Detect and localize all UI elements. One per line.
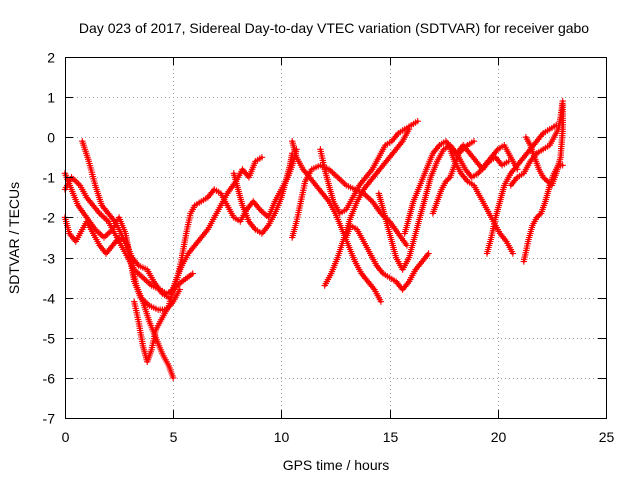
- data-point-marker: [542, 176, 550, 184]
- y-tick-label: 1: [47, 90, 55, 106]
- x-tick-label: 0: [62, 429, 70, 445]
- data-point-marker: [509, 250, 517, 257]
- data-point-marker: [455, 150, 462, 157]
- y-tick-label: -7: [43, 411, 56, 427]
- data-point-marker: [445, 175, 452, 182]
- data-point-marker: [460, 146, 467, 153]
- series-track-10: [317, 118, 421, 217]
- y-tick-label: -6: [43, 371, 56, 387]
- series-track-18: [507, 97, 566, 189]
- axis-ticks: 0 5 10 15 20 25 -7 -6 -5 -4 -3 -2 -1 0 1 2: [43, 50, 615, 446]
- data-point-marker: [405, 126, 413, 133]
- data-point-marker: [170, 374, 177, 382]
- series-track-6: [167, 146, 300, 297]
- data-point-marker: [540, 174, 547, 181]
- data-point-marker: [258, 154, 266, 161]
- y-tick-label: -5: [43, 331, 56, 347]
- series-track-12: [343, 222, 432, 293]
- series-track-4: [79, 138, 177, 382]
- data-point-marker: [403, 242, 411, 249]
- y-tick-label: -1: [43, 170, 56, 186]
- series-track-17: [483, 122, 560, 257]
- y-tick-label: 0: [47, 130, 55, 146]
- data-point-marker: [559, 101, 566, 109]
- data-point-marker: [444, 176, 451, 184]
- data-point-marker: [458, 147, 465, 154]
- y-tick-label: 2: [47, 50, 55, 66]
- data-point-marker: [470, 138, 478, 145]
- data-point-marker: [544, 178, 551, 185]
- y-tick-label: -2: [43, 210, 56, 226]
- y-tick-label: -3: [43, 251, 56, 267]
- data-point-marker: [535, 212, 542, 220]
- x-tick-label: 15: [383, 429, 399, 445]
- x-tick-label: 10: [274, 429, 290, 445]
- y-tick-label: -4: [43, 291, 56, 307]
- data-point-marker: [536, 211, 543, 218]
- data-point-marker: [461, 144, 468, 152]
- data-point-marker: [425, 250, 432, 257]
- data-point-marker: [176, 286, 183, 293]
- x-axis-label: GPS time / hours: [283, 457, 390, 473]
- series-track-11: [321, 126, 413, 289]
- series-track-13: [375, 142, 512, 273]
- plot-frame: [65, 57, 607, 419]
- chart-title: Day 023 of 2017, Sidereal Day-to-day VTE…: [79, 20, 589, 36]
- data-point-marker: [377, 298, 385, 305]
- data-point-marker: [545, 179, 553, 186]
- x-tick-label: 20: [491, 429, 507, 445]
- x-tick-label: 25: [599, 429, 615, 445]
- y-axis-label: SDTVAR / TECUs: [6, 182, 22, 294]
- data-point-marker: [462, 143, 470, 150]
- grid-lines: [65, 57, 606, 418]
- series-track-7: [230, 150, 296, 237]
- data-point-marker: [414, 118, 421, 125]
- series-track-2: [61, 214, 173, 301]
- series-track-8: [289, 138, 385, 305]
- series-track-20: [522, 101, 566, 189]
- series-layer: [61, 97, 566, 382]
- data-point-marker: [189, 270, 196, 277]
- x-tick-label: 5: [170, 429, 178, 445]
